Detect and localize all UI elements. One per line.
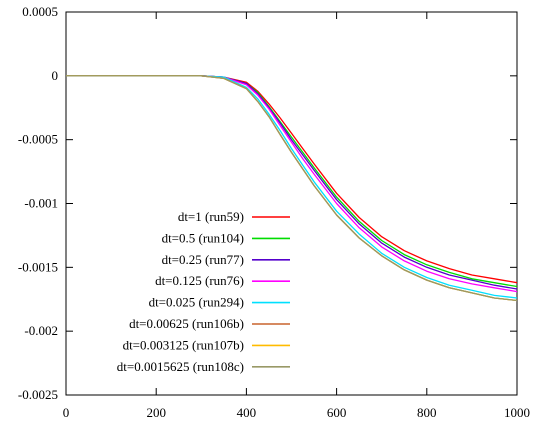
x-tick-label: 1000 xyxy=(504,405,530,420)
legend-label: dt=0.025 (run294) xyxy=(149,295,244,310)
legend-label: dt=0.003125 (run107b) xyxy=(123,337,244,352)
legend-label: dt=0.125 (run76) xyxy=(155,273,244,288)
y-tick-label: -0.001 xyxy=(24,196,58,211)
series-line xyxy=(66,75,518,288)
x-tick-label: 0 xyxy=(63,405,70,420)
x-tick-label: 200 xyxy=(146,405,166,420)
series-lines xyxy=(66,75,518,302)
series-line xyxy=(66,75,518,299)
legend-label: dt=0.25 (run77) xyxy=(162,252,244,267)
legend: dt=1 (run59) dt=0.5 (run104) dt=0.25 (run7… xyxy=(117,209,290,374)
y-tick-label: 0.0005 xyxy=(22,4,58,19)
series-line xyxy=(66,75,518,290)
y-tick-label: -0.0015 xyxy=(18,259,58,274)
x-tick-label: 400 xyxy=(237,405,257,420)
series-line xyxy=(66,75,518,293)
y-tick-label: -0.0005 xyxy=(18,132,58,147)
y-tick-label: -0.002 xyxy=(24,323,58,338)
series-line xyxy=(66,75,518,284)
x-tick-label: 800 xyxy=(417,405,437,420)
series-line xyxy=(66,75,518,302)
legend-label: dt=0.00625 (run106b) xyxy=(129,316,244,331)
x-tick-label: 600 xyxy=(327,405,347,420)
y-tick-label: 0 xyxy=(52,68,59,83)
series-line xyxy=(66,75,518,302)
legend-label: dt=1 (run59) xyxy=(178,209,244,224)
axis-ticks: 0 200 400 600 800 1000 0.0005 0 -0.0005 -0.001 -0.… xyxy=(18,4,530,420)
y-tick-label: -0.0025 xyxy=(18,387,58,402)
series-line xyxy=(66,75,518,302)
legend-label: dt=0.0015625 (run108c) xyxy=(117,359,244,374)
legend-label: dt=0.5 (run104) xyxy=(162,230,244,245)
